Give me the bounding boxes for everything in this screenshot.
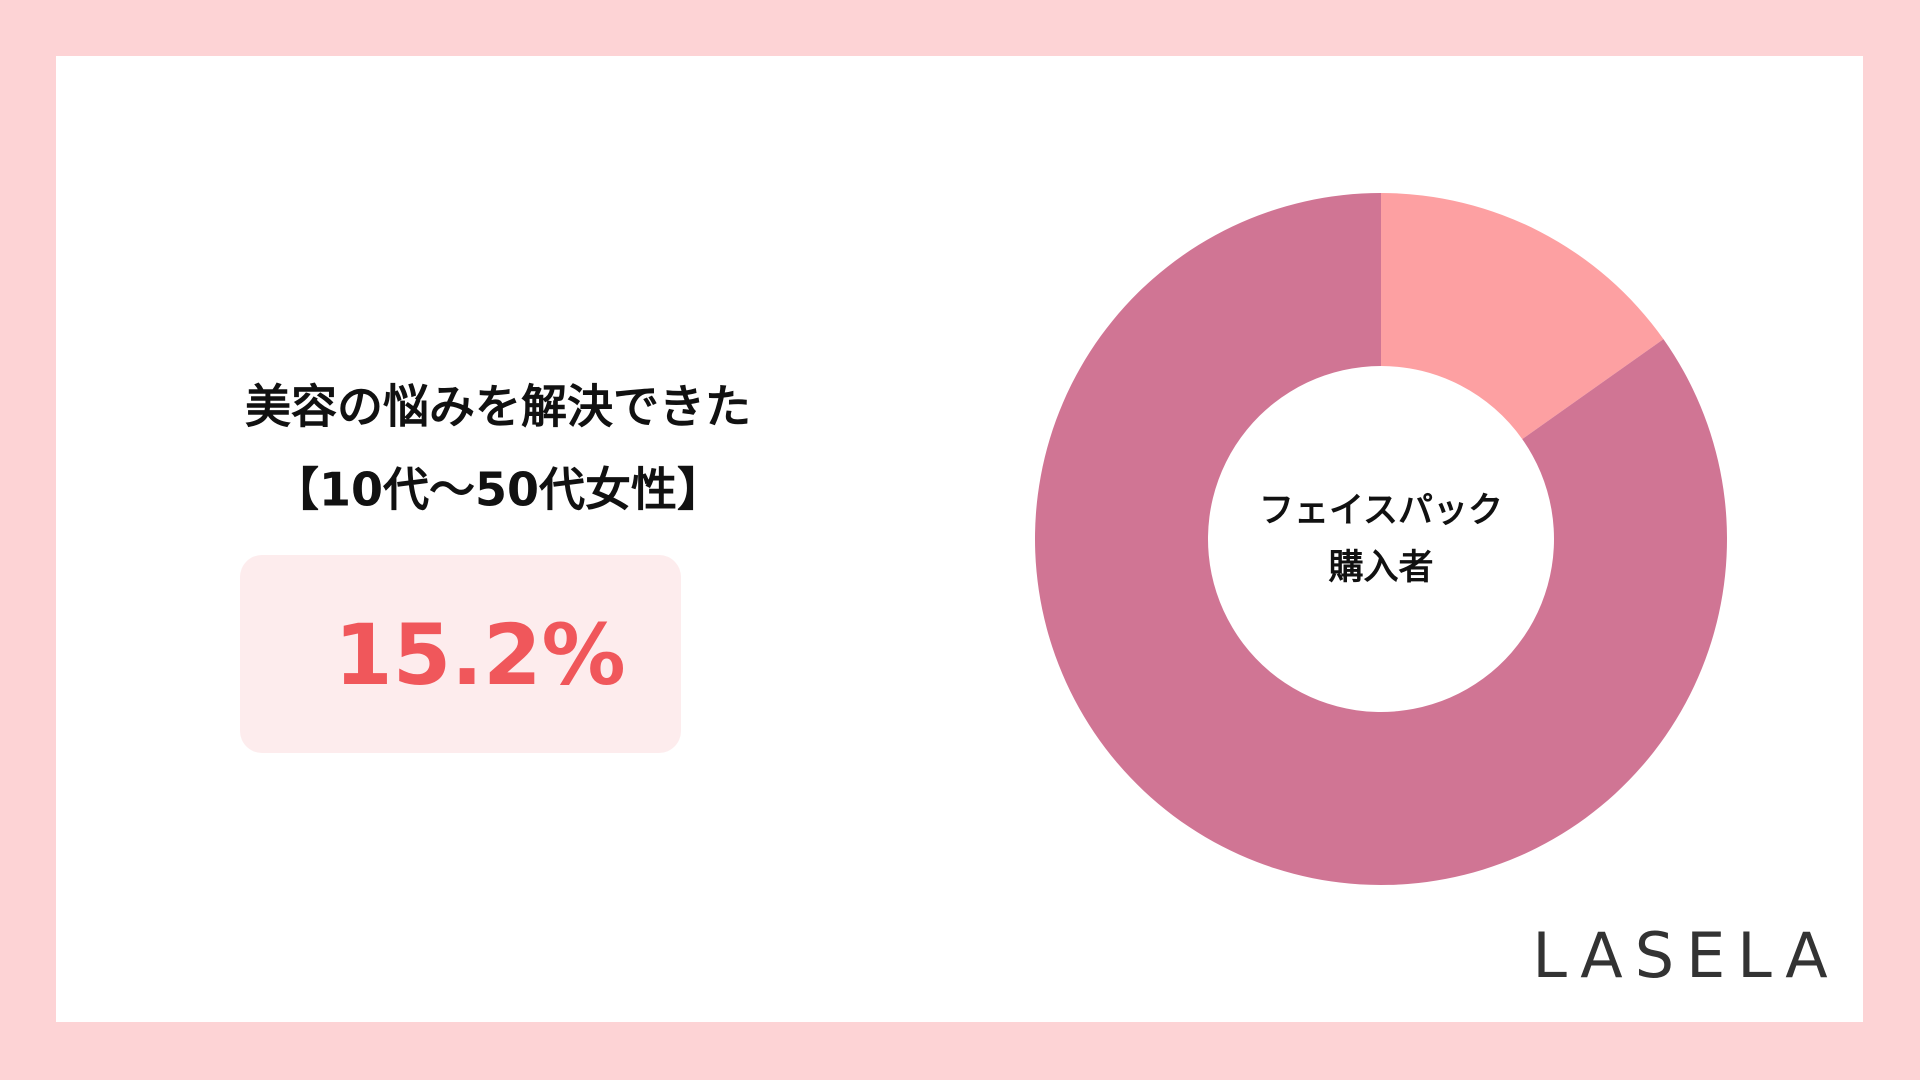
center-label: フェイスパック (1259, 491, 1503, 531)
center-label: 購入者 (1328, 548, 1433, 588)
highlight-value: 15.2% (334, 606, 625, 704)
donut-slice (1034, 193, 1727, 885)
donut-slice (1381, 193, 1664, 440)
chart-subtitle: 【10代〜50代女性】 (273, 463, 723, 517)
chart-title: 美容の悩みを解決できた (245, 380, 751, 434)
donut (1034, 193, 1727, 885)
brand-logo: LASELA (1532, 919, 1839, 992)
highlight-box (240, 555, 681, 753)
